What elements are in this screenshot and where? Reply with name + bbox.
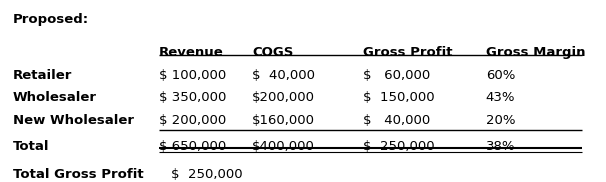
Text: $ 100,000: $ 100,000 (159, 69, 226, 82)
Text: $400,000: $400,000 (252, 140, 315, 153)
Text: $ 350,000: $ 350,000 (159, 91, 226, 104)
Text: $  40,000: $ 40,000 (252, 69, 315, 82)
Text: 20%: 20% (486, 114, 515, 127)
Text: $   40,000: $ 40,000 (363, 114, 430, 127)
Text: Retailer: Retailer (13, 69, 73, 82)
Text: 38%: 38% (486, 140, 515, 153)
Text: Wholesaler: Wholesaler (13, 91, 97, 104)
Text: Total: Total (13, 140, 50, 153)
Text: New Wholesaler: New Wholesaler (13, 114, 134, 127)
Text: $ 650,000: $ 650,000 (159, 140, 226, 153)
Text: Gross Margin: Gross Margin (486, 46, 585, 59)
Text: 43%: 43% (486, 91, 515, 104)
Text: Revenue: Revenue (159, 46, 224, 59)
Text: $ 200,000: $ 200,000 (159, 114, 226, 127)
Text: Proposed:: Proposed: (13, 13, 89, 26)
Text: $160,000: $160,000 (252, 114, 315, 127)
Text: $  150,000: $ 150,000 (363, 91, 435, 104)
Text: 60%: 60% (486, 69, 515, 82)
Text: Total Gross Profit: Total Gross Profit (13, 168, 144, 181)
Text: Gross Profit: Gross Profit (363, 46, 453, 59)
Text: COGS: COGS (252, 46, 294, 59)
Text: $   60,000: $ 60,000 (363, 69, 430, 82)
Text: $  250,000: $ 250,000 (363, 140, 435, 153)
Text: $  250,000: $ 250,000 (171, 168, 242, 181)
Text: $200,000: $200,000 (252, 91, 315, 104)
